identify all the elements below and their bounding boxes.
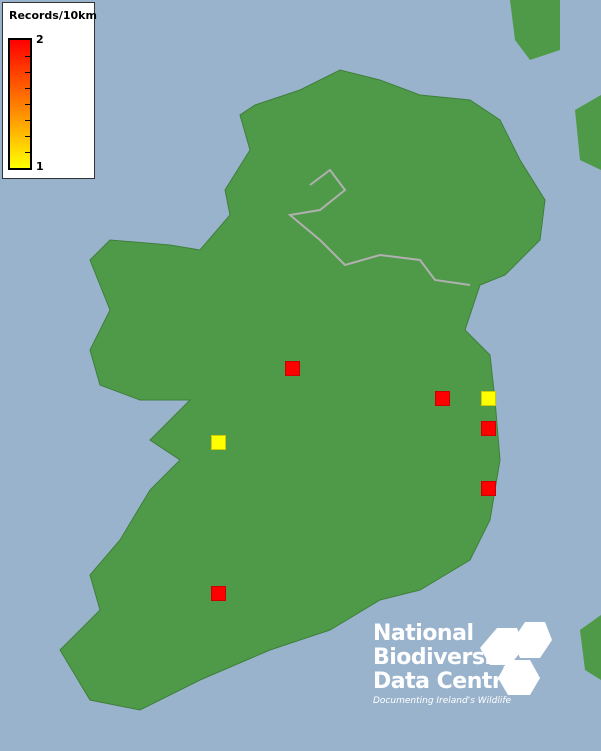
legend-tick [25,72,30,73]
legend-tick [25,152,30,153]
logo-line2: Biodiversity [373,645,516,670]
ireland-landmass [59,69,546,711]
record-square[interactable] [481,421,496,436]
legend-title: Records/10km [9,9,97,22]
legend-tick [25,88,30,89]
legend: Records/10km 2 1 [2,2,97,179]
record-square[interactable] [285,361,300,376]
record-square[interactable] [481,391,496,406]
record-square[interactable] [211,435,226,450]
border-line [287,168,471,286]
scotland-landmass [510,0,560,60]
scotland-island [575,95,601,170]
legend-tick [25,136,30,137]
wales-landmass [580,615,601,680]
legend-tick [25,104,30,105]
nbdc-logo: National Biodiversity Data Centre Docume… [373,621,517,707]
record-square[interactable] [435,391,450,406]
legend-min-label: 1 [36,160,44,173]
logo-tagline: Documenting Ireland's Wildlife [373,696,512,706]
legend-tick [25,56,30,57]
logo-line1: National [373,621,474,646]
record-square[interactable] [481,481,496,496]
record-square[interactable] [211,586,226,601]
logo-line3: Data Centre [373,669,517,694]
legend-max-label: 2 [36,33,44,46]
legend-tick [25,120,30,121]
